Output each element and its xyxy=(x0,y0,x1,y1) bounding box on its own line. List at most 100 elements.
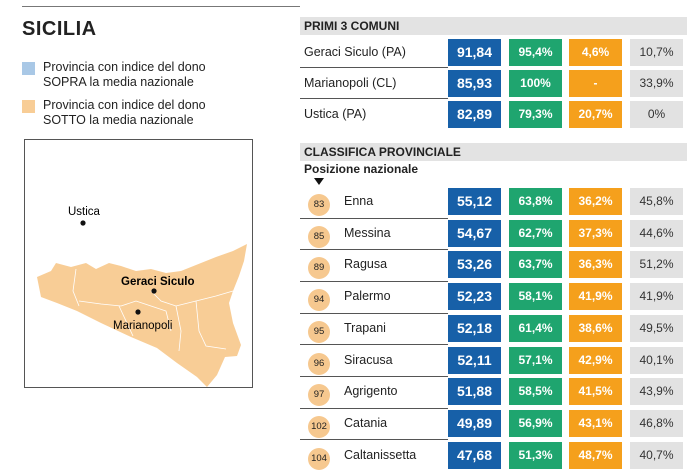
province-name: Siracusa xyxy=(344,352,393,367)
table-row: 94 Palermo 52,23 58,1% 41,9% 41,9% xyxy=(300,283,687,312)
grey-cell: 41,9% xyxy=(630,283,683,311)
orange-cell: 4,6% xyxy=(569,39,622,66)
divider xyxy=(300,312,448,314)
grey-cell: 45,8% xyxy=(630,188,683,215)
index-cell: 53,26 xyxy=(448,251,501,279)
green-cell: 79,3% xyxy=(509,101,562,128)
divider xyxy=(300,439,448,441)
position-badge: 83 xyxy=(308,194,330,216)
position-badge: 85 xyxy=(308,225,330,248)
table-row: 104 Caltanissetta 47,68 51,3% 48,7% 40,7… xyxy=(300,441,687,470)
grey-cell: 46,8% xyxy=(630,409,683,437)
position-label: Posizione nazionale xyxy=(304,162,419,176)
sicily-shape xyxy=(37,244,247,387)
table-row: Marianopoli (CL) 85,93 100% - 33,9% xyxy=(300,70,687,98)
divider xyxy=(300,344,448,346)
province-borders xyxy=(72,268,234,352)
province-name: Agrigento xyxy=(344,384,398,399)
table-row: 83 Enna 55,12 63,8% 36,2% 45,8% xyxy=(300,188,687,216)
legend-swatch-blue xyxy=(22,62,35,75)
green-cell: 63,7% xyxy=(509,251,562,279)
comune-name: Geraci Siculo (PA) xyxy=(304,45,406,59)
arrow-down-icon xyxy=(314,178,324,185)
table-row: 95 Trapani 52,18 61,4% 38,6% 49,5% xyxy=(300,314,687,343)
legend-swatch-orange xyxy=(22,100,35,113)
legend-text: Provincia con indice del dono xyxy=(43,60,206,74)
legend-text: Provincia con indice del dono xyxy=(43,98,206,112)
green-cell: 62,7% xyxy=(509,219,562,247)
table-row: 97 Agrigento 51,88 58,5% 41,5% 43,9% xyxy=(300,378,687,407)
province-name: Messina xyxy=(344,225,391,240)
orange-cell: 20,7% xyxy=(569,101,622,128)
orange-cell: 43,1% xyxy=(569,409,622,437)
legend-text: SOPRA la media nazionale xyxy=(43,75,194,89)
index-cell: 51,88 xyxy=(448,378,501,406)
index-cell: 85,93 xyxy=(448,70,501,97)
orange-cell: 41,9% xyxy=(569,283,622,311)
top3-header: PRIMI 3 COMUNI xyxy=(300,17,687,35)
grey-cell: 40,1% xyxy=(630,346,683,374)
ustica-label: Ustica xyxy=(68,206,101,218)
orange-cell: - xyxy=(569,70,622,97)
orange-cell: 37,3% xyxy=(569,219,622,247)
table-row: Geraci Siculo (PA) 91,84 95,4% 4,6% 10,7… xyxy=(300,39,687,67)
divider xyxy=(300,280,448,282)
top-rule xyxy=(22,6,300,7)
divider xyxy=(300,67,448,68)
index-cell: 52,11 xyxy=(448,346,501,374)
grey-cell: 51,2% xyxy=(630,251,683,279)
page-title: SICILIA xyxy=(22,18,97,40)
orange-cell: 42,9% xyxy=(569,346,622,374)
table-row: 89 Ragusa 53,26 63,7% 36,3% 51,2% xyxy=(300,251,687,280)
table-row: 96 Siracusa 52,11 57,1% 42,9% 40,1% xyxy=(300,346,687,375)
orange-cell: 41,5% xyxy=(569,378,622,406)
index-cell: 55,12 xyxy=(448,188,501,215)
index-cell: 91,84 xyxy=(448,39,501,66)
orange-cell: 48,7% xyxy=(569,441,622,469)
green-cell: 100% xyxy=(509,70,562,97)
divider xyxy=(300,376,448,377)
green-cell: 63,8% xyxy=(509,188,562,215)
position-badge: 97 xyxy=(308,384,330,407)
green-cell: 58,5% xyxy=(509,378,562,406)
comune-name: Ustica (PA) xyxy=(304,107,367,121)
index-cell: 52,23 xyxy=(448,283,501,311)
province-name: Ragusa xyxy=(344,257,388,272)
green-cell: 51,3% xyxy=(509,441,562,469)
grey-cell: 43,9% xyxy=(630,378,683,406)
divider xyxy=(300,217,448,219)
province-name: Trapani xyxy=(344,320,386,335)
table-row: Ustica (PA) 82,89 79,3% 20,7% 0% xyxy=(300,101,687,129)
position-badge: 95 xyxy=(308,320,330,343)
index-cell: 82,89 xyxy=(448,101,501,128)
marianopoli-dot xyxy=(135,309,141,315)
divider xyxy=(300,249,448,251)
position-badge: 94 xyxy=(308,289,330,312)
orange-cell: 36,2% xyxy=(569,188,622,215)
green-cell: 61,4% xyxy=(509,314,562,342)
province-name: Caltanissetta xyxy=(344,447,417,462)
province-name: Enna xyxy=(344,194,374,208)
province-name: Palermo xyxy=(344,289,391,304)
position-badge: 96 xyxy=(308,352,330,375)
grey-cell: 40,7% xyxy=(630,441,683,469)
geraci-dot xyxy=(151,288,157,294)
position-badge: 102 xyxy=(308,415,330,438)
green-cell: 56,9% xyxy=(509,409,562,437)
index-cell: 47,68 xyxy=(448,441,501,469)
provinces-header: CLASSIFICA PROVINCIALE xyxy=(300,143,687,161)
divider xyxy=(300,98,448,99)
index-cell: 52,18 xyxy=(448,314,501,342)
green-cell: 57,1% xyxy=(509,346,562,374)
table-row: 102 Catania 49,89 56,9% 43,1% 46,8% xyxy=(300,409,687,438)
province-name: Catania xyxy=(344,415,388,430)
green-cell: 58,1% xyxy=(509,283,562,311)
grey-cell: 44,6% xyxy=(630,219,683,247)
green-cell: 95,4% xyxy=(509,39,562,66)
grey-cell: 49,5% xyxy=(630,314,683,342)
table-row: 85 Messina 54,67 62,7% 37,3% 44,6% xyxy=(300,219,687,248)
geraci-label: Geraci Siculo xyxy=(121,276,195,288)
grey-cell: 33,9% xyxy=(630,70,683,97)
index-cell: 49,89 xyxy=(448,409,501,437)
sicily-map: Ustica Geraci Siculo Marianopoli xyxy=(24,139,253,388)
